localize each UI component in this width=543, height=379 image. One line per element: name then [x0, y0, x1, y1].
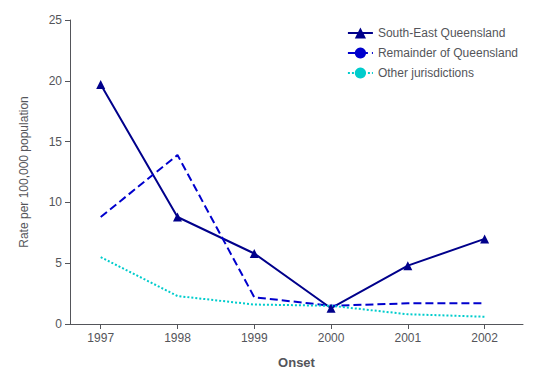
svg-text:5: 5 [55, 256, 62, 270]
svg-text:Other jurisdictions: Other jurisdictions [378, 66, 474, 80]
svg-text:25: 25 [49, 13, 63, 27]
svg-text:2002: 2002 [471, 331, 498, 345]
svg-text:10: 10 [49, 195, 63, 209]
svg-text:Remainder of Queensland: Remainder of Queensland [378, 46, 518, 60]
svg-text:2001: 2001 [394, 331, 421, 345]
svg-text:0: 0 [55, 317, 62, 331]
svg-text:2000: 2000 [318, 331, 345, 345]
svg-text:Onset: Onset [278, 355, 316, 370]
svg-text:15: 15 [49, 135, 63, 149]
svg-text:South-East Queensland: South-East Queensland [378, 26, 505, 40]
svg-text:Rate per 100,000 population: Rate per 100,000 population [17, 96, 31, 247]
svg-text:20: 20 [49, 74, 63, 88]
svg-text:1999: 1999 [241, 331, 268, 345]
svg-text:1997: 1997 [87, 331, 114, 345]
svg-text:1998: 1998 [164, 331, 191, 345]
